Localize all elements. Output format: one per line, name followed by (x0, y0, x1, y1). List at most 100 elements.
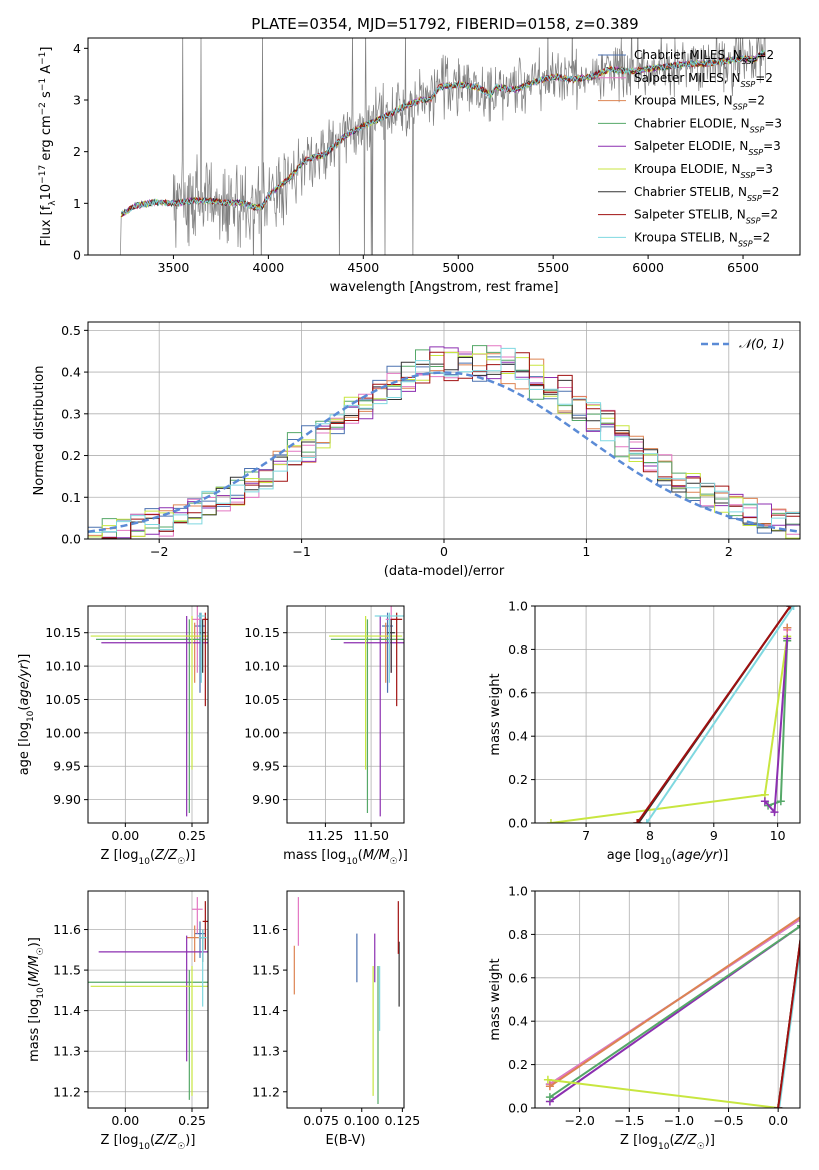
legend-label-text: Salpeter ELODIE, N (634, 139, 748, 153)
mass-vs-z-ytick-label: 11.4 (53, 1003, 81, 1018)
mass-vs-z-xtick-label: 0.25 (178, 1113, 206, 1128)
age-vs-z-ytick-label: 9.95 (53, 759, 81, 774)
residuals-xlabel: (data-model)/error (384, 564, 505, 579)
residuals-xtick-label: 2 (725, 544, 733, 559)
residual-legend-label: 𝒩(0, 1) (739, 336, 785, 351)
mass-vs-ebv-plot-area (293, 897, 400, 1104)
weight-vs-age-ytick-label: 0.8 (508, 642, 528, 657)
mass-vs-z-label-part: Z [log (101, 1133, 139, 1148)
age-vs-mass-plot-area (329, 606, 404, 817)
age-vs-z-ytick-label: 10.05 (45, 692, 81, 707)
residuals-ytick-label: 0.5 (61, 323, 81, 338)
mass-vs-z-label-part: ☉ (36, 947, 46, 955)
spectrum-legend-label: Kroupa STELIB, NSSP=2 (634, 230, 770, 248)
weight-vs-z-label-part: )] (705, 1133, 715, 1148)
mass-vs-ebv-ytick-label: 11.4 (252, 1003, 280, 1018)
weight-vs-age-series-line (636, 606, 792, 823)
weight-vs-age-ytick-label: 0.0 (508, 816, 528, 831)
spectrum-legend-label: Kroupa MILES, NSSP=2 (634, 94, 765, 112)
spectrum-legend-label: Salpeter STELIB, NSSP=2 (634, 208, 778, 226)
mass-vs-ebv-xtick-label: 0.100 (344, 1113, 380, 1128)
legend-label-count: =2 (760, 208, 778, 222)
age-vs-z-ytick-label: 10.00 (45, 725, 81, 740)
spectrum-ytick-label: 0 (73, 248, 81, 263)
weight-vs-age-xtick-label: 8 (646, 828, 654, 843)
weight-vs-z-frame (534, 890, 801, 1109)
age-vs-mass-ytick-label: 10.10 (244, 659, 280, 674)
weight-vs-age-xtick-label: 9 (710, 828, 718, 843)
legend-label-count: =2 (756, 48, 774, 62)
mass-vs-z-xlabel: Z [log10(Z/Z☉)] (101, 1133, 196, 1152)
age-vs-mass-label-part: mass [log (283, 848, 346, 863)
mass-vs-ebv-label-part: E(B-V) (325, 1133, 365, 1148)
age-vs-mass-label-part: 10 (346, 857, 358, 867)
weight-vs-age-xtick-label: 10 (770, 828, 786, 843)
legend-label-text: Kroupa MILES, N (634, 94, 733, 108)
legend-label-sub: SSP (741, 171, 756, 180)
residual-histogram-step (88, 346, 800, 539)
spectrum-frame-group: 3500 4000 4500 5000 5500 6000 6500 0 1 2 3 4 wavelen… (38, 37, 801, 295)
mass-vs-z-label-part: ( (27, 982, 42, 987)
age-vs-z-ytick-label: 10.10 (45, 659, 81, 674)
mass-vs-ebv-ytick-label: 11.5 (252, 963, 280, 978)
mass-vs-z-label-part: ( (150, 1133, 155, 1148)
legend-label-count: =3 (764, 116, 782, 130)
spectrum-label-part: Flux [f (39, 205, 54, 246)
mass-vs-z-label-part: 10 (138, 1142, 150, 1152)
spectrum-label-part: erg cm (39, 115, 54, 164)
spectrum-label-part: wavelength [Angstrom, rest frame] (330, 280, 559, 295)
weight-vs-z-marker (774, 1104, 783, 1108)
mass-vs-z-ylabel: mass [log10(M/M☉)] (27, 937, 46, 1062)
age-vs-mass-label-part: )] (398, 848, 408, 863)
legend-label-sub: SSP (746, 216, 761, 225)
age-vs-z-frame-group: 0.00 0.25 9.90 9.95 10.00 10.05 10.10 10.15 Z [l… (17, 605, 209, 867)
spectrum-frame (87, 37, 801, 256)
mass-vs-z-label-part: ☉ (177, 1142, 185, 1152)
legend-label-sub: SSP (750, 125, 765, 134)
mass-vs-z-label-part: 10 (36, 987, 46, 999)
weight-vs-age-ytick-label: 1.0 (508, 599, 528, 614)
legend-label-text: Chabrier STELIB, N (634, 185, 747, 199)
age-vs-z-label-part: ( (150, 848, 155, 863)
legend-label-sub: SSP (738, 239, 753, 248)
weight-vs-z-marker (796, 924, 800, 927)
age-vs-z-ylabel: age [log10(age/yr)] (17, 654, 36, 776)
age-vs-z-label-part: Z/Z (154, 848, 178, 863)
spectrum-ytick-label: 4 (73, 41, 81, 56)
spectrum-legend-label: Salpeter ELODIE, NSSP=3 (634, 139, 781, 157)
spectrum-model-line (120, 50, 766, 215)
age-vs-z-xtick-label: 0.25 (178, 828, 206, 843)
weight-vs-age-label-part: 10 (660, 857, 672, 867)
mass-vs-z-xtick-label: 0.00 (111, 1113, 139, 1128)
residuals-xtick-label: 0 (440, 544, 448, 559)
mass-vs-z-ytick-label: 11.5 (53, 963, 81, 978)
weight-vs-z-ytick-label: 0.4 (508, 1014, 528, 1029)
age-vs-z-label-part: 10 (26, 710, 36, 722)
residuals-label-part: (data-model)/error (384, 564, 505, 579)
weight-vs-z-marker (545, 1093, 554, 1102)
age-vs-mass-xlabel: mass [log10(M/M☉)] (283, 848, 408, 867)
age-vs-z-plot-area (90, 606, 208, 817)
weight-vs-z-label-part: ( (669, 1133, 674, 1148)
spectrum-label-part: s (39, 91, 54, 102)
mass-vs-ebv-axes: 0.075 0.100 0.125 11.2 11.3 11.4 11.5 11.6 E(B-V… (252, 890, 420, 1148)
spectrum-axes: 3500 4000 4500 5000 5500 6000 6500 0 1 2 3 4 wavelen… (38, 37, 801, 295)
mass-vs-z-frame (87, 890, 209, 1109)
weight-vs-age-marker (760, 797, 769, 806)
legend-label-count: =3 (755, 162, 773, 176)
mass-vs-z-label-part: Z/Z (154, 1133, 178, 1148)
spectrum-legend-label: Kroupa ELODIE, NSSP=3 (634, 162, 773, 180)
legend-label-count: =2 (762, 185, 780, 199)
weight-vs-z-plot-area (543, 916, 800, 1108)
mass-vs-ebv-xtick-label: 0.125 (384, 1113, 420, 1128)
age-vs-z-label-part: Z [log (101, 848, 139, 863)
legend-label-text: Salpeter MILES, N (634, 71, 741, 85)
age-vs-z-xtick-label: 0.00 (111, 828, 139, 843)
mass-vs-ebv-xtick-label: 0.075 (303, 1113, 339, 1128)
residuals-axes: −2 −1 0 1 2 0.0 0.1 0.2 0.3 0.4 0.5 (data-model)/er… (32, 321, 801, 579)
residuals-ytick-label: 0.4 (61, 365, 81, 380)
weight-vs-z-ytick-label: 0.6 (508, 970, 528, 985)
weight-vs-z-label-part: 10 (658, 1142, 670, 1152)
